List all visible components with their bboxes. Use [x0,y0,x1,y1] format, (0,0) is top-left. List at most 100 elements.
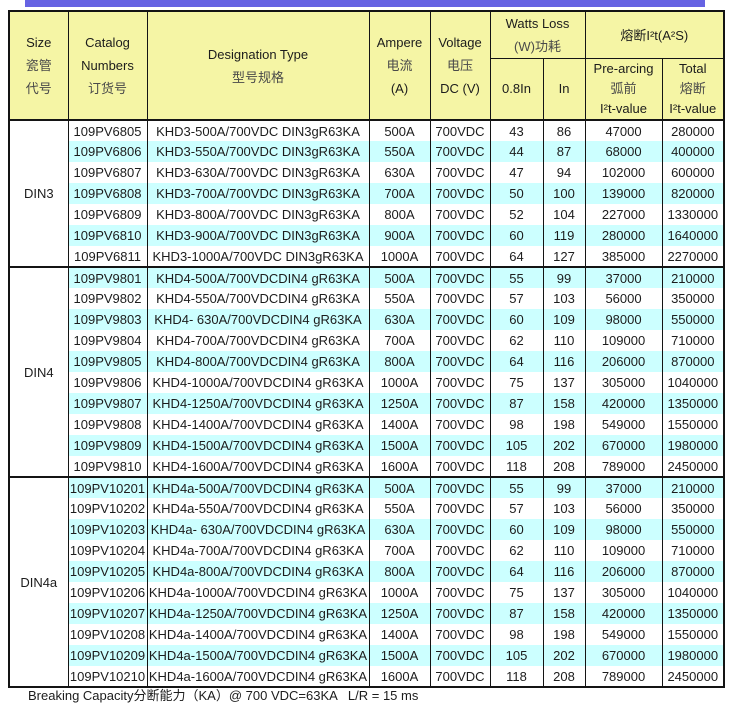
watts-0-8in-cell: 75 [489,582,544,603]
watts-in-cell: 110 [542,540,586,561]
table-row: 109PV9809 KHD4-1500A/700VDCDIN4 gR63KA 150… [9,435,725,456]
watts-in-cell: 99 [542,476,586,498]
table-row: 109PV9805 KHD4-800A/700VDCDIN4 gR63KA 800A… [9,351,725,372]
voltage-cell: 700VDC [429,540,491,561]
size-header-zh-2: 代号 [25,81,52,96]
total-i2t-cell: 600000 [661,162,725,183]
catalog-cell: 109PV10204 [67,540,148,561]
total-i2t-cell: 280000 [661,119,725,141]
watts-0-8in-cell: 87 [489,393,544,414]
catalog-cell: 109PV9801 [67,266,148,288]
watts-0-8in-cell: 64 [489,351,544,372]
voltage-cell: 700VDC [429,666,491,687]
prearcing-header-val: I²t-value [600,101,647,116]
col-header-0-8in: 0.8In [489,58,544,121]
table-row: 109PV9802 KHD4-550A/700VDCDIN4 gR63KA 550A… [9,288,725,309]
watts-0-8in-cell: 62 [489,540,544,561]
ampere-cell: 1000A [368,372,431,393]
catalog-cell: 109PV9802 [67,288,148,309]
ampere-cell: 500A [368,476,431,498]
catalog-cell: 109PV6807 [67,162,148,183]
fuse-spec-table: Size 瓷管 代号 Catalog Numbers 订货号 Designati… [8,10,726,688]
watts-in-cell: 202 [542,435,586,456]
total-header-en: Total [679,61,707,76]
designation-cell: KHD4a-800A/700VDCDIN4 gR63KA [146,561,370,582]
watts-0-8in-cell: 87 [489,603,544,624]
watts-in-cell: 109 [542,309,586,330]
voltage-cell: 700VDC [429,162,491,183]
top-accent-bar [25,0,705,7]
watts-in-cell: 198 [542,624,586,645]
catalog-cell: 109PV6806 [67,141,148,162]
prearcing-i2t-cell: 139000 [584,183,663,204]
voltage-cell: 700VDC [429,119,491,141]
prearcing-i2t-cell: 305000 [584,582,663,603]
catalog-cell: 109PV6805 [67,119,148,141]
watts-in-cell: 104 [542,204,586,225]
watts-in-cell: 100 [542,183,586,204]
prearcing-i2t-cell: 420000 [584,603,663,624]
watts-in-cell: 202 [542,645,586,666]
col-header-voltage: Voltage 电压 DC (V) [429,10,491,121]
prearcing-header-en: Pre-arcing [593,61,654,76]
header-row-sub: 0.8In In Pre-arcing 弧前 I²t-value Total 熔… [9,58,725,121]
ampere-cell: 1600A [368,456,431,477]
ampere-cell: 630A [368,162,431,183]
prearcing-i2t-cell: 789000 [584,456,663,477]
col-header-total: Total 熔断 I²t-value [661,58,725,121]
watts-in-cell: 99 [542,266,586,288]
voltage-cell: 700VDC [429,393,491,414]
watts-in-cell: 116 [542,351,586,372]
table-row: 109PV9803 KHD4- 630A/700VDCDIN4 gR63KA 630… [9,309,725,330]
ampere-cell: 800A [368,561,431,582]
watts-0-8in-cell: 57 [489,498,544,519]
ampere-cell: 700A [368,183,431,204]
total-i2t-cell: 350000 [661,498,725,519]
designation-cell: KHD4a-1400A/700VDCDIN4 gR63KA [146,624,370,645]
catalog-header-en-1: Catalog [85,35,130,50]
table-row: DIN3 109PV6805 KHD3-500A/700VDC DIN3gR63KA… [8,119,725,267]
prearcing-i2t-cell: 102000 [584,162,663,183]
col-header-in: In [542,58,586,121]
designation-cell: KHD4a-500A/700VDCDIN4 gR63KA [146,476,370,498]
voltage-cell: 700VDC [429,309,491,330]
designation-cell: KHD4-500A/700VDCDIN4 gR63KA [146,266,370,288]
watts-in-cell: 198 [542,414,586,435]
ampere-cell: 1500A [368,435,431,456]
total-i2t-cell: 1330000 [661,204,725,225]
col-header-prearcing: Pre-arcing 弧前 I²t-value [584,58,663,121]
watts-0-8in-cell: 43 [489,119,544,141]
catalog-cell: 109PV10203 [67,519,148,540]
watts-in-cell: 208 [542,666,586,687]
ampere-cell: 800A [368,351,431,372]
voltage-header-en: Voltage [438,35,482,50]
designation-cell: KHD3-1000A/700VDC DIN3gR63KA [146,246,370,267]
ampere-header-unit: (A) [390,81,409,96]
designation-cell: KHD4-700A/700VDCDIN4 gR63KA [146,330,370,351]
watts-0-8in-cell: 64 [489,246,544,267]
catalog-cell: 109PV6810 [67,225,148,246]
watts-0-8in-cell: 55 [489,266,544,288]
designation-cell: KHD4a- 630A/700VDCDIN4 gR63KA [146,519,370,540]
designation-cell: KHD4-1400A/700VDCDIN4 gR63KA [146,414,370,435]
prearcing-i2t-cell: 549000 [584,624,663,645]
designation-cell: KHD4-800A/700VDCDIN4 gR63KA [146,351,370,372]
designation-header-en: Designation Type [207,46,309,62]
watts-in-cell: 103 [542,288,586,309]
catalog-cell: 109PV6811 [67,246,148,267]
voltage-cell: 700VDC [429,141,491,162]
watts-0-8in-cell: 105 [489,645,544,666]
prearcing-i2t-cell: 206000 [584,351,663,372]
table-row: 109PV6810 KHD3-900A/700VDC DIN3gR63KA 900A… [9,225,725,246]
prearcing-i2t-cell: 37000 [584,476,663,498]
total-i2t-cell: 870000 [661,561,725,582]
watts-0-8in-cell: 52 [489,204,544,225]
ampere-cell: 630A [368,519,431,540]
total-i2t-cell: 1350000 [661,603,725,624]
table-row: 109PV9810 KHD4-1600A/700VDCDIN4 gR63KA 160… [9,456,725,477]
watts-in-cell: 127 [542,246,586,267]
total-i2t-cell: 2450000 [661,456,725,477]
designation-cell: KHD3-500A/700VDC DIN3gR63KA [146,119,370,141]
header-row-top: Size 瓷管 代号 Catalog Numbers 订货号 Designati… [8,10,725,121]
voltage-cell: 700VDC [429,372,491,393]
